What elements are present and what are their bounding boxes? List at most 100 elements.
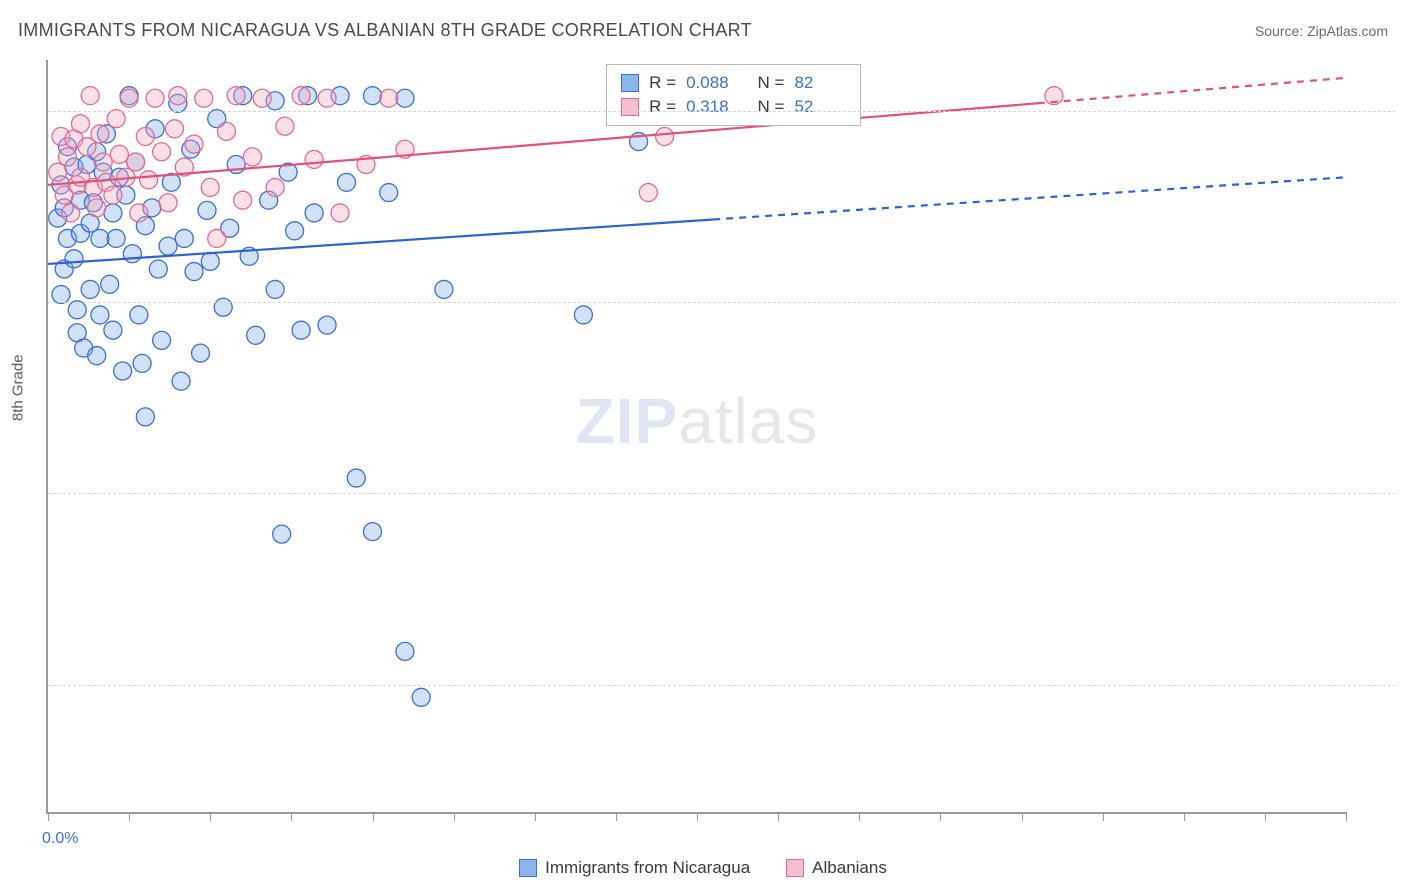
- data-point: [214, 298, 232, 316]
- x-tick: [129, 812, 130, 821]
- x-tick: [1103, 812, 1104, 821]
- legend-swatch: [519, 859, 537, 877]
- legend-swatch: [786, 859, 804, 877]
- data-point: [159, 194, 177, 212]
- x-tick: [616, 812, 617, 821]
- stats-swatch: [621, 74, 639, 92]
- data-point: [243, 148, 261, 166]
- x-tick: [1346, 812, 1347, 821]
- data-point: [62, 204, 80, 222]
- data-point: [107, 110, 125, 128]
- x-tick: [778, 812, 779, 821]
- data-point: [146, 89, 164, 107]
- correlation-stats-box: R =0.088 N =82R =0.318 N =52: [606, 64, 861, 126]
- data-point: [201, 178, 219, 196]
- data-point: [185, 263, 203, 281]
- data-point: [318, 316, 336, 334]
- data-point: [88, 347, 106, 365]
- data-point: [52, 286, 70, 304]
- data-point: [91, 125, 109, 143]
- gridline: [48, 493, 1396, 494]
- data-point: [347, 469, 365, 487]
- data-point: [195, 89, 213, 107]
- plot-svg: [48, 60, 1346, 812]
- data-point: [166, 120, 184, 138]
- data-point: [88, 199, 106, 217]
- data-point: [94, 153, 112, 171]
- data-point: [380, 89, 398, 107]
- data-point: [136, 408, 154, 426]
- data-point: [639, 184, 657, 202]
- stats-n-label: N =: [748, 97, 784, 117]
- legend: Immigrants from Nicaragua Albanians: [0, 858, 1406, 878]
- x-tick: [1265, 812, 1266, 821]
- data-point: [286, 222, 304, 240]
- data-point: [435, 280, 453, 298]
- data-point: [101, 275, 119, 293]
- data-point: [81, 87, 99, 105]
- data-point: [412, 688, 430, 706]
- chart-title: IMMIGRANTS FROM NICARAGUA VS ALBANIAN 8T…: [18, 20, 752, 41]
- data-point: [396, 642, 414, 660]
- data-point: [114, 362, 132, 380]
- data-point: [253, 89, 271, 107]
- data-point: [65, 250, 83, 268]
- data-point: [110, 145, 128, 163]
- data-point: [71, 115, 89, 133]
- data-point: [169, 87, 187, 105]
- data-point: [396, 89, 414, 107]
- data-point: [198, 201, 216, 219]
- data-point: [364, 87, 382, 105]
- data-point: [331, 204, 349, 222]
- data-point: [234, 191, 252, 209]
- data-point: [58, 148, 76, 166]
- stats-row: R =0.318 N =52: [621, 95, 846, 119]
- title-bar: IMMIGRANTS FROM NICARAGUA VS ALBANIAN 8T…: [18, 20, 1388, 41]
- data-point: [149, 260, 167, 278]
- plot-area: ZIPatlas R =0.088 N =82R =0.318 N =52 77…: [46, 60, 1346, 814]
- x-tick: [940, 812, 941, 821]
- data-point: [153, 331, 171, 349]
- data-point: [338, 173, 356, 191]
- source-label: Source: ZipAtlas.com: [1255, 23, 1388, 39]
- data-point: [104, 204, 122, 222]
- data-point: [318, 89, 336, 107]
- legend-item: Immigrants from Nicaragua: [519, 858, 750, 878]
- data-point: [305, 150, 323, 168]
- data-point: [217, 122, 235, 140]
- x-tick: [373, 812, 374, 821]
- data-point: [266, 280, 284, 298]
- data-point: [273, 525, 291, 543]
- data-point: [133, 354, 151, 372]
- stats-swatch: [621, 98, 639, 116]
- data-point: [123, 245, 141, 263]
- x-tick: [697, 812, 698, 821]
- legend-item: Albanians: [786, 858, 887, 878]
- data-point: [172, 372, 190, 390]
- plot-container: ZIPatlas R =0.088 N =82R =0.318 N =52 77…: [46, 60, 1396, 814]
- stats-r-value: 0.318: [686, 97, 738, 117]
- data-point: [127, 153, 145, 171]
- x-tick: [1022, 812, 1023, 821]
- data-point: [120, 89, 138, 107]
- y-axis-label: 8th Grade: [10, 354, 27, 421]
- x-axis-min: 0.0%: [42, 830, 78, 848]
- stats-n-value: 82: [794, 73, 846, 93]
- data-point: [91, 229, 109, 247]
- gridline: [48, 685, 1396, 686]
- gridline: [48, 111, 1396, 112]
- data-point: [81, 280, 99, 298]
- legend-label: Immigrants from Nicaragua: [545, 858, 750, 878]
- data-point: [91, 306, 109, 324]
- data-point: [159, 237, 177, 255]
- data-point: [201, 252, 219, 270]
- data-point: [227, 87, 245, 105]
- stats-n-value: 52: [794, 97, 846, 117]
- trend-line-dashed: [713, 177, 1346, 219]
- trend-line-dashed: [1038, 78, 1346, 103]
- stats-row: R =0.088 N =82: [621, 71, 846, 95]
- data-point: [140, 171, 158, 189]
- x-tick: [48, 812, 49, 821]
- data-point: [104, 186, 122, 204]
- data-point: [574, 306, 592, 324]
